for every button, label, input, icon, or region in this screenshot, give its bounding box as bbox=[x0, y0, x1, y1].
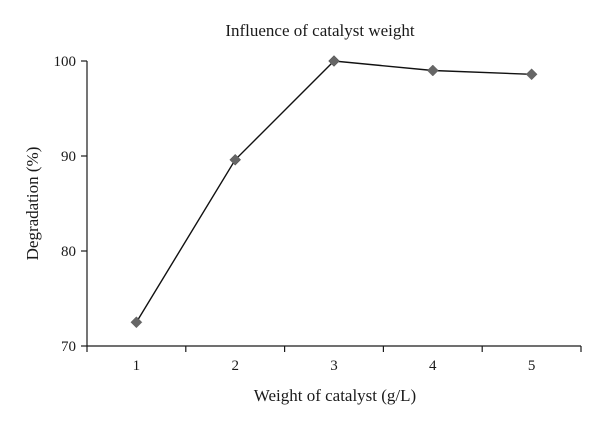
x-tick-label: 1 bbox=[133, 358, 141, 374]
x-tick-label: 3 bbox=[330, 358, 338, 374]
x-tick-label: 4 bbox=[429, 358, 437, 374]
x-axis-title: Weight of catalyst (g/L) bbox=[254, 386, 416, 405]
y-tick-label: 100 bbox=[54, 54, 77, 70]
chart-title: Influence of catalyst weight bbox=[225, 21, 415, 40]
y-axis: 70 80 90 100 bbox=[54, 54, 88, 355]
y-tick-label: 70 bbox=[61, 339, 76, 355]
data-point-marker bbox=[229, 153, 242, 166]
x-axis: 1 2 3 4 5 bbox=[86, 345, 582, 374]
x-tick-label: 5 bbox=[528, 358, 536, 374]
x-tick-label: 2 bbox=[231, 358, 239, 374]
y-tick-label: 90 bbox=[61, 149, 76, 165]
data-point-marker bbox=[525, 68, 538, 81]
y-axis-title: Degradation (%) bbox=[23, 147, 42, 261]
data-point-marker bbox=[130, 316, 143, 329]
y-tick-label: 80 bbox=[61, 244, 76, 260]
data-point-marker bbox=[426, 64, 439, 77]
data-series bbox=[130, 55, 538, 329]
data-point-marker bbox=[328, 55, 340, 67]
series-line bbox=[135, 60, 532, 323]
